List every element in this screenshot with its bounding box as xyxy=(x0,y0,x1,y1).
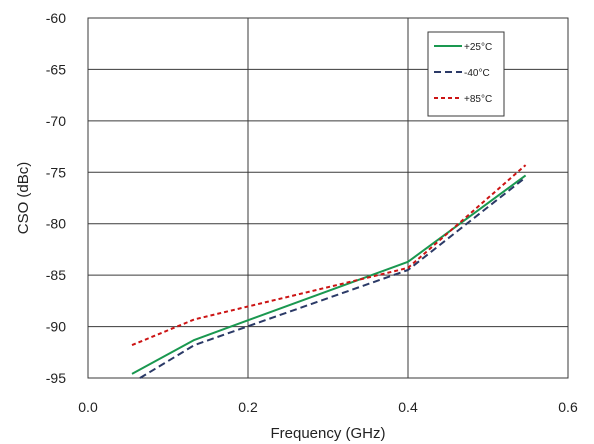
x-tick-label: 0.2 xyxy=(238,399,258,415)
y-tick-label: -95 xyxy=(46,370,66,386)
legend: +25°C -40°C +85°C xyxy=(427,31,505,117)
y-tick-label: -60 xyxy=(46,10,66,26)
y-tick-label: -85 xyxy=(46,267,66,283)
y-tick-label: -90 xyxy=(46,319,66,335)
x-tick-label: 0.0 xyxy=(78,399,98,415)
legend-label: -40°C xyxy=(464,68,490,79)
series-line-1 xyxy=(139,176,527,379)
y-tick-label: -80 xyxy=(46,216,66,232)
plot-area-frame xyxy=(87,17,569,379)
x-axis-title: Frequency (GHz) xyxy=(270,425,385,442)
x-tick-label: 0.4 xyxy=(398,399,418,415)
x-axis-tick-labels: 0.0 0.2 0.4 0.6 xyxy=(78,399,578,415)
y-axis-tick-labels: -60 -65 -70 -75 -80 -85 -90 -95 xyxy=(46,10,66,386)
series-line-2 xyxy=(131,164,527,347)
y-tick-label: -75 xyxy=(46,164,66,180)
series-line-0 xyxy=(131,174,527,375)
series-lines xyxy=(131,164,527,379)
y-axis-title: CSO (dBc) xyxy=(15,162,32,235)
x-tick-label: 0.6 xyxy=(558,399,578,415)
legend-label: +85°C xyxy=(464,94,492,105)
legend-label: +25°C xyxy=(464,42,492,53)
y-tick-label: -65 xyxy=(46,61,66,77)
y-tick-label: -70 xyxy=(46,113,66,129)
